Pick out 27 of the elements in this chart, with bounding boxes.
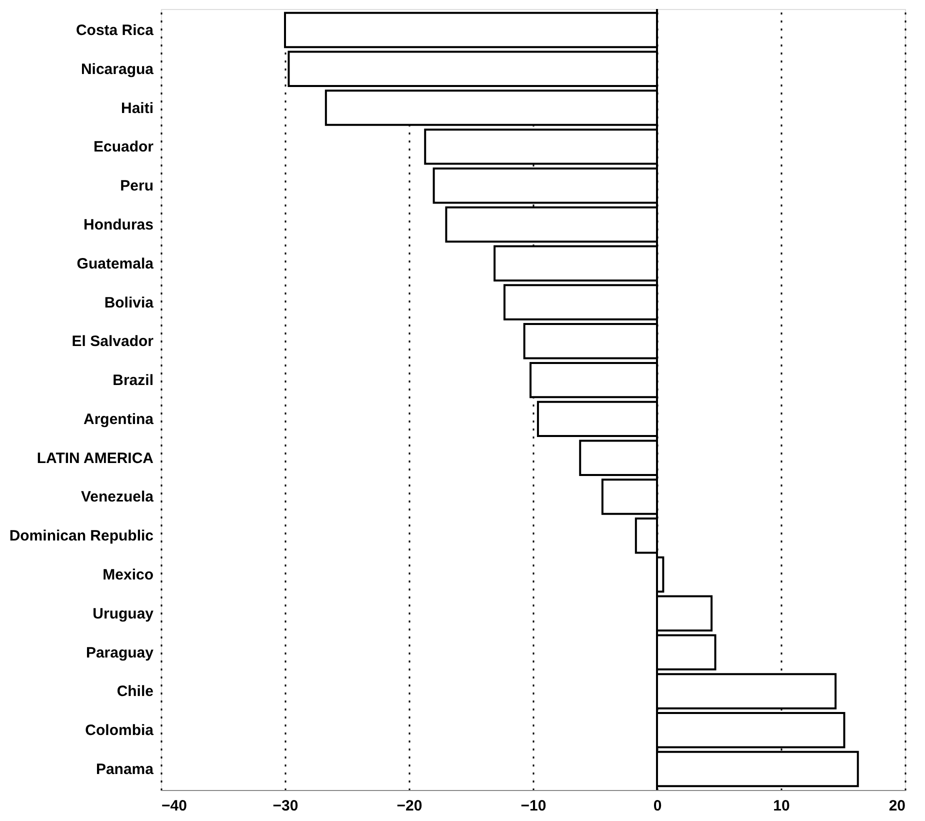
y-tick-label: Peru (120, 178, 154, 195)
y-tick-label: Colombia (85, 722, 154, 740)
y-tick-label: Costa Rica (76, 22, 154, 40)
y-tick-label: Uruguay (92, 605, 154, 622)
y-tick-label: Honduras (83, 216, 154, 234)
y-tick-label: Venezuela (80, 488, 154, 506)
y-tick-label: Dominican Republic (9, 528, 154, 545)
y-tick-label: Ecuador (93, 138, 154, 156)
y-tick-label: Brazil (112, 372, 154, 390)
x-tick-label: 0 (653, 798, 662, 814)
y-tick-label: El Salvador (72, 333, 154, 350)
y-tick-label: Guatemala (76, 255, 154, 272)
y-tick-label: Argentina (83, 410, 154, 428)
y-tick-label: Chile (116, 683, 154, 700)
x-tick-label: −20 (396, 798, 422, 814)
x-tick-label: −10 (520, 798, 546, 814)
y-tick-label: LATIN AMERICA (36, 450, 154, 467)
y-tick-label: Mexico (102, 566, 154, 584)
x-tick-label: −40 (162, 798, 187, 814)
x-tick-label: −30 (272, 798, 298, 814)
y-tick-label: Bolivia (104, 294, 154, 312)
y-tick-label: Haiti (120, 100, 154, 117)
x-tick-label: 20 (888, 798, 906, 814)
y-tick-label: Paraguay (86, 644, 154, 662)
y-tick-label: Nicaragua (80, 60, 154, 78)
x-tick-label: 10 (773, 798, 790, 814)
y-tick-label: Panama (96, 760, 154, 778)
